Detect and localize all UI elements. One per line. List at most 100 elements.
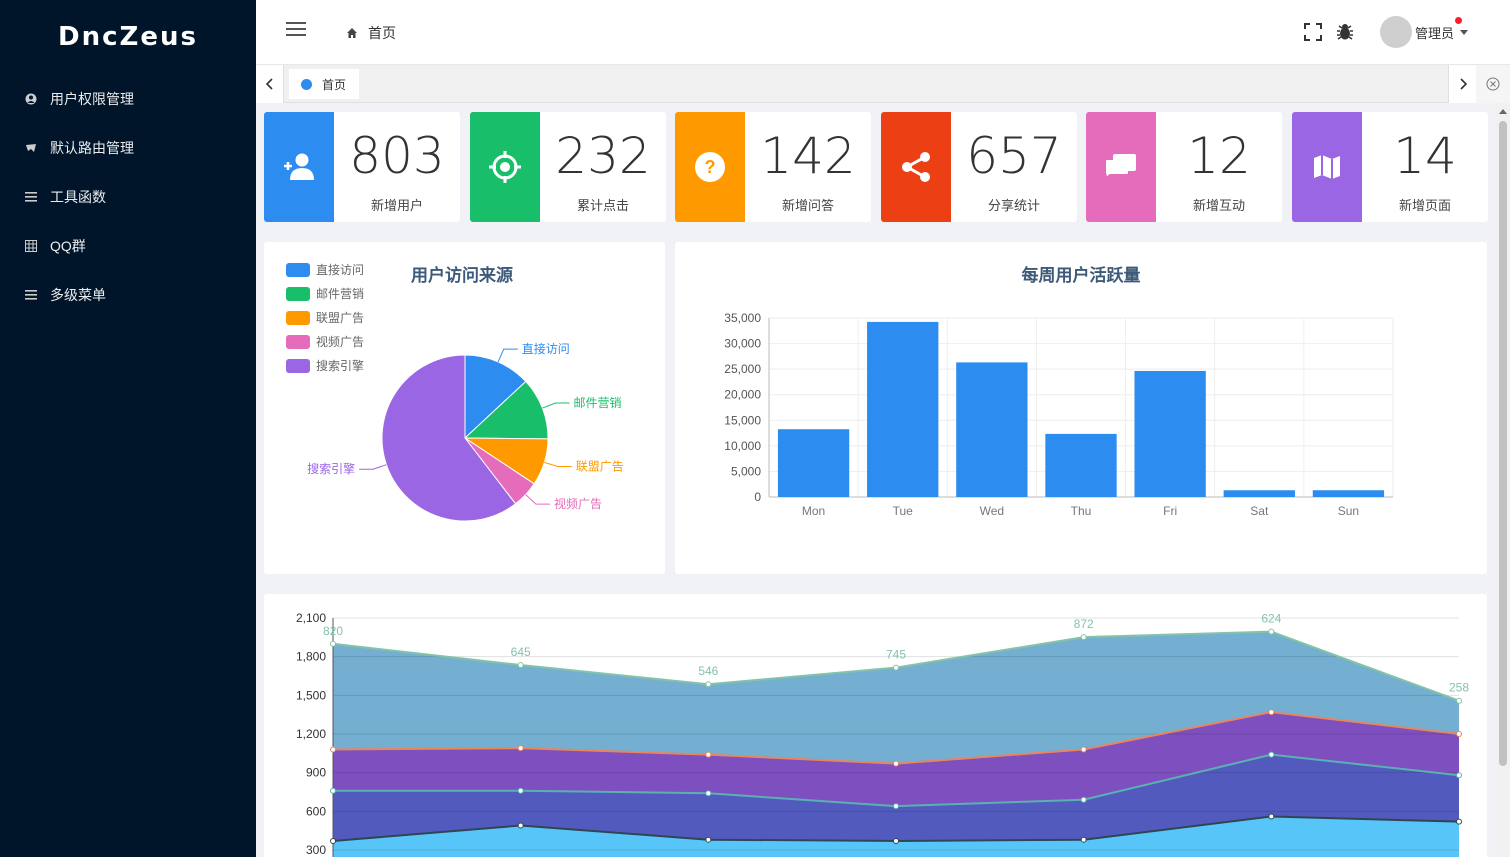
- bar[interactable]: [1134, 370, 1206, 497]
- username[interactable]: 管理员: [1414, 16, 1462, 42]
- area-panel: 300 600 900 1,200 1,500 1,800 2,100 820 645 546 74…: [264, 594, 1487, 857]
- data-point[interactable]: [705, 836, 712, 843]
- data-point[interactable]: [893, 760, 899, 767]
- stat-label: 新增问答: [781, 198, 834, 213]
- bar[interactable]: [777, 429, 850, 497]
- grid-icon: [24, 239, 38, 253]
- data-point[interactable]: [1456, 772, 1462, 779]
- chevron-down-icon[interactable]: [1460, 29, 1468, 35]
- data-point[interactable]: [1268, 709, 1275, 716]
- data-point[interactable]: [893, 837, 899, 844]
- data-point[interactable]: [1080, 796, 1087, 803]
- data-point[interactable]: [705, 790, 712, 797]
- tabs-scroll-right-button[interactable]: [1448, 65, 1476, 103]
- sidebar-item-label: 多级菜单: [50, 286, 106, 303]
- svg-text:?: ?: [705, 157, 716, 177]
- pie-label-line: [544, 461, 572, 467]
- stat-card[interactable]: 657 分享统计: [881, 112, 1077, 222]
- data-point[interactable]: [1456, 818, 1462, 825]
- area-fill[interactable]: [333, 816, 1459, 857]
- data-point[interactable]: [1456, 697, 1462, 704]
- page-scrollbar[interactable]: [1496, 103, 1510, 857]
- bar[interactable]: [867, 321, 939, 497]
- legend-swatch: [286, 310, 310, 325]
- scroll-up-icon[interactable]: [1499, 109, 1507, 114]
- sidebar-item-4[interactable]: 多级菜单: [0, 270, 256, 319]
- data-point[interactable]: [893, 664, 899, 671]
- x-tick-label: Thu: [1071, 504, 1092, 518]
- stat-value: 142: [760, 127, 856, 185]
- stat-label: 新增互动: [1192, 198, 1245, 213]
- data-point[interactable]: [517, 787, 524, 794]
- close-tabs-button[interactable]: [1476, 65, 1510, 103]
- share-icon: [901, 151, 931, 183]
- bar-title: 每周用户活跃量: [1021, 266, 1141, 285]
- breadcrumb[interactable]: 首页: [346, 23, 396, 43]
- tabs-scroll-left-button[interactable]: [256, 65, 284, 103]
- legend-item[interactable]: 联盟广告: [286, 309, 364, 326]
- area-fill[interactable]: [333, 712, 1459, 807]
- bar[interactable]: [1045, 433, 1117, 497]
- legend-item[interactable]: 直接访问: [286, 261, 364, 278]
- stat-card[interactable]: 12 新增互动: [1086, 112, 1282, 222]
- x-tick-label: Mon: [802, 504, 825, 518]
- stat-card[interactable]: 803 新增用户: [264, 112, 460, 222]
- data-point[interactable]: [517, 745, 524, 752]
- data-point[interactable]: [1080, 746, 1087, 753]
- data-point[interactable]: [330, 746, 336, 753]
- scrollbar-thumb[interactable]: [1499, 121, 1507, 766]
- pie-slice[interactable]: [464, 354, 527, 440]
- legend-item[interactable]: 视频广告: [286, 333, 364, 350]
- fullscreen-icon[interactable]: [1303, 23, 1322, 41]
- data-point[interactable]: [1080, 634, 1087, 641]
- bar[interactable]: [1223, 490, 1295, 497]
- data-point[interactable]: [330, 787, 336, 794]
- y-tick-label: 1,200: [296, 727, 326, 741]
- data-point[interactable]: [330, 837, 336, 844]
- help-icon: ?: [694, 151, 726, 183]
- stat-card[interactable]: 232 累计点击: [470, 112, 666, 222]
- data-point[interactable]: [1268, 751, 1275, 758]
- bug-icon[interactable]: [1336, 23, 1354, 41]
- data-point[interactable]: [705, 681, 712, 688]
- data-point[interactable]: [1456, 731, 1462, 737]
- legend-label: 搜索引擎: [316, 359, 365, 373]
- pie-slice-label: 联盟广告: [576, 459, 624, 473]
- legend-item[interactable]: 邮件营销: [286, 285, 364, 302]
- username-label: 管理员: [1414, 25, 1454, 41]
- data-point[interactable]: [893, 803, 899, 810]
- data-point[interactable]: [1268, 813, 1275, 820]
- bar[interactable]: [956, 362, 1028, 497]
- bar[interactable]: [1312, 490, 1385, 497]
- stat-card[interactable]: 14 新增页面: [1292, 112, 1488, 222]
- tab-home[interactable]: 首页: [289, 69, 359, 99]
- stat-card[interactable]: ? 142 新增问答: [675, 112, 871, 222]
- avatar[interactable]: [1379, 16, 1412, 48]
- legend-item[interactable]: 搜索引擎: [286, 357, 364, 374]
- area-fill[interactable]: [333, 754, 1459, 841]
- locate-icon: [488, 150, 522, 184]
- pie-slice[interactable]: [463, 380, 549, 440]
- sidebar-item-3[interactable]: QQ群: [0, 221, 256, 270]
- bar-chart: 0 5,000 10,000 15,000 20,000 25,000 30,000 35,0…: [724, 311, 1394, 518]
- breadcrumb-home: 首页: [368, 25, 396, 41]
- sidebar-item-1[interactable]: 默认路由管理: [0, 123, 256, 172]
- stat-icon-box: [1086, 112, 1156, 222]
- y-tick-label: 600: [306, 804, 326, 818]
- stat-value: 12: [1187, 127, 1251, 185]
- x-tick-label: Sat: [1250, 504, 1269, 518]
- data-point[interactable]: [330, 640, 336, 647]
- list-icon: [24, 190, 38, 204]
- menu-toggle-icon[interactable]: [286, 22, 306, 38]
- sidebar-item-0[interactable]: 用户权限管理: [0, 74, 256, 123]
- sidebar-item-2[interactable]: 工具函数: [0, 172, 256, 221]
- data-point[interactable]: [517, 822, 524, 829]
- stat-icon-box: [1292, 112, 1362, 222]
- stat-label: 分享统计: [987, 198, 1040, 213]
- data-point[interactable]: [517, 662, 524, 669]
- data-point[interactable]: [705, 751, 712, 758]
- sidebar-item-label: 工具函数: [50, 188, 106, 205]
- data-point[interactable]: [1080, 836, 1087, 843]
- x-tick-label: Wed: [980, 504, 1004, 518]
- data-point[interactable]: [1268, 628, 1275, 635]
